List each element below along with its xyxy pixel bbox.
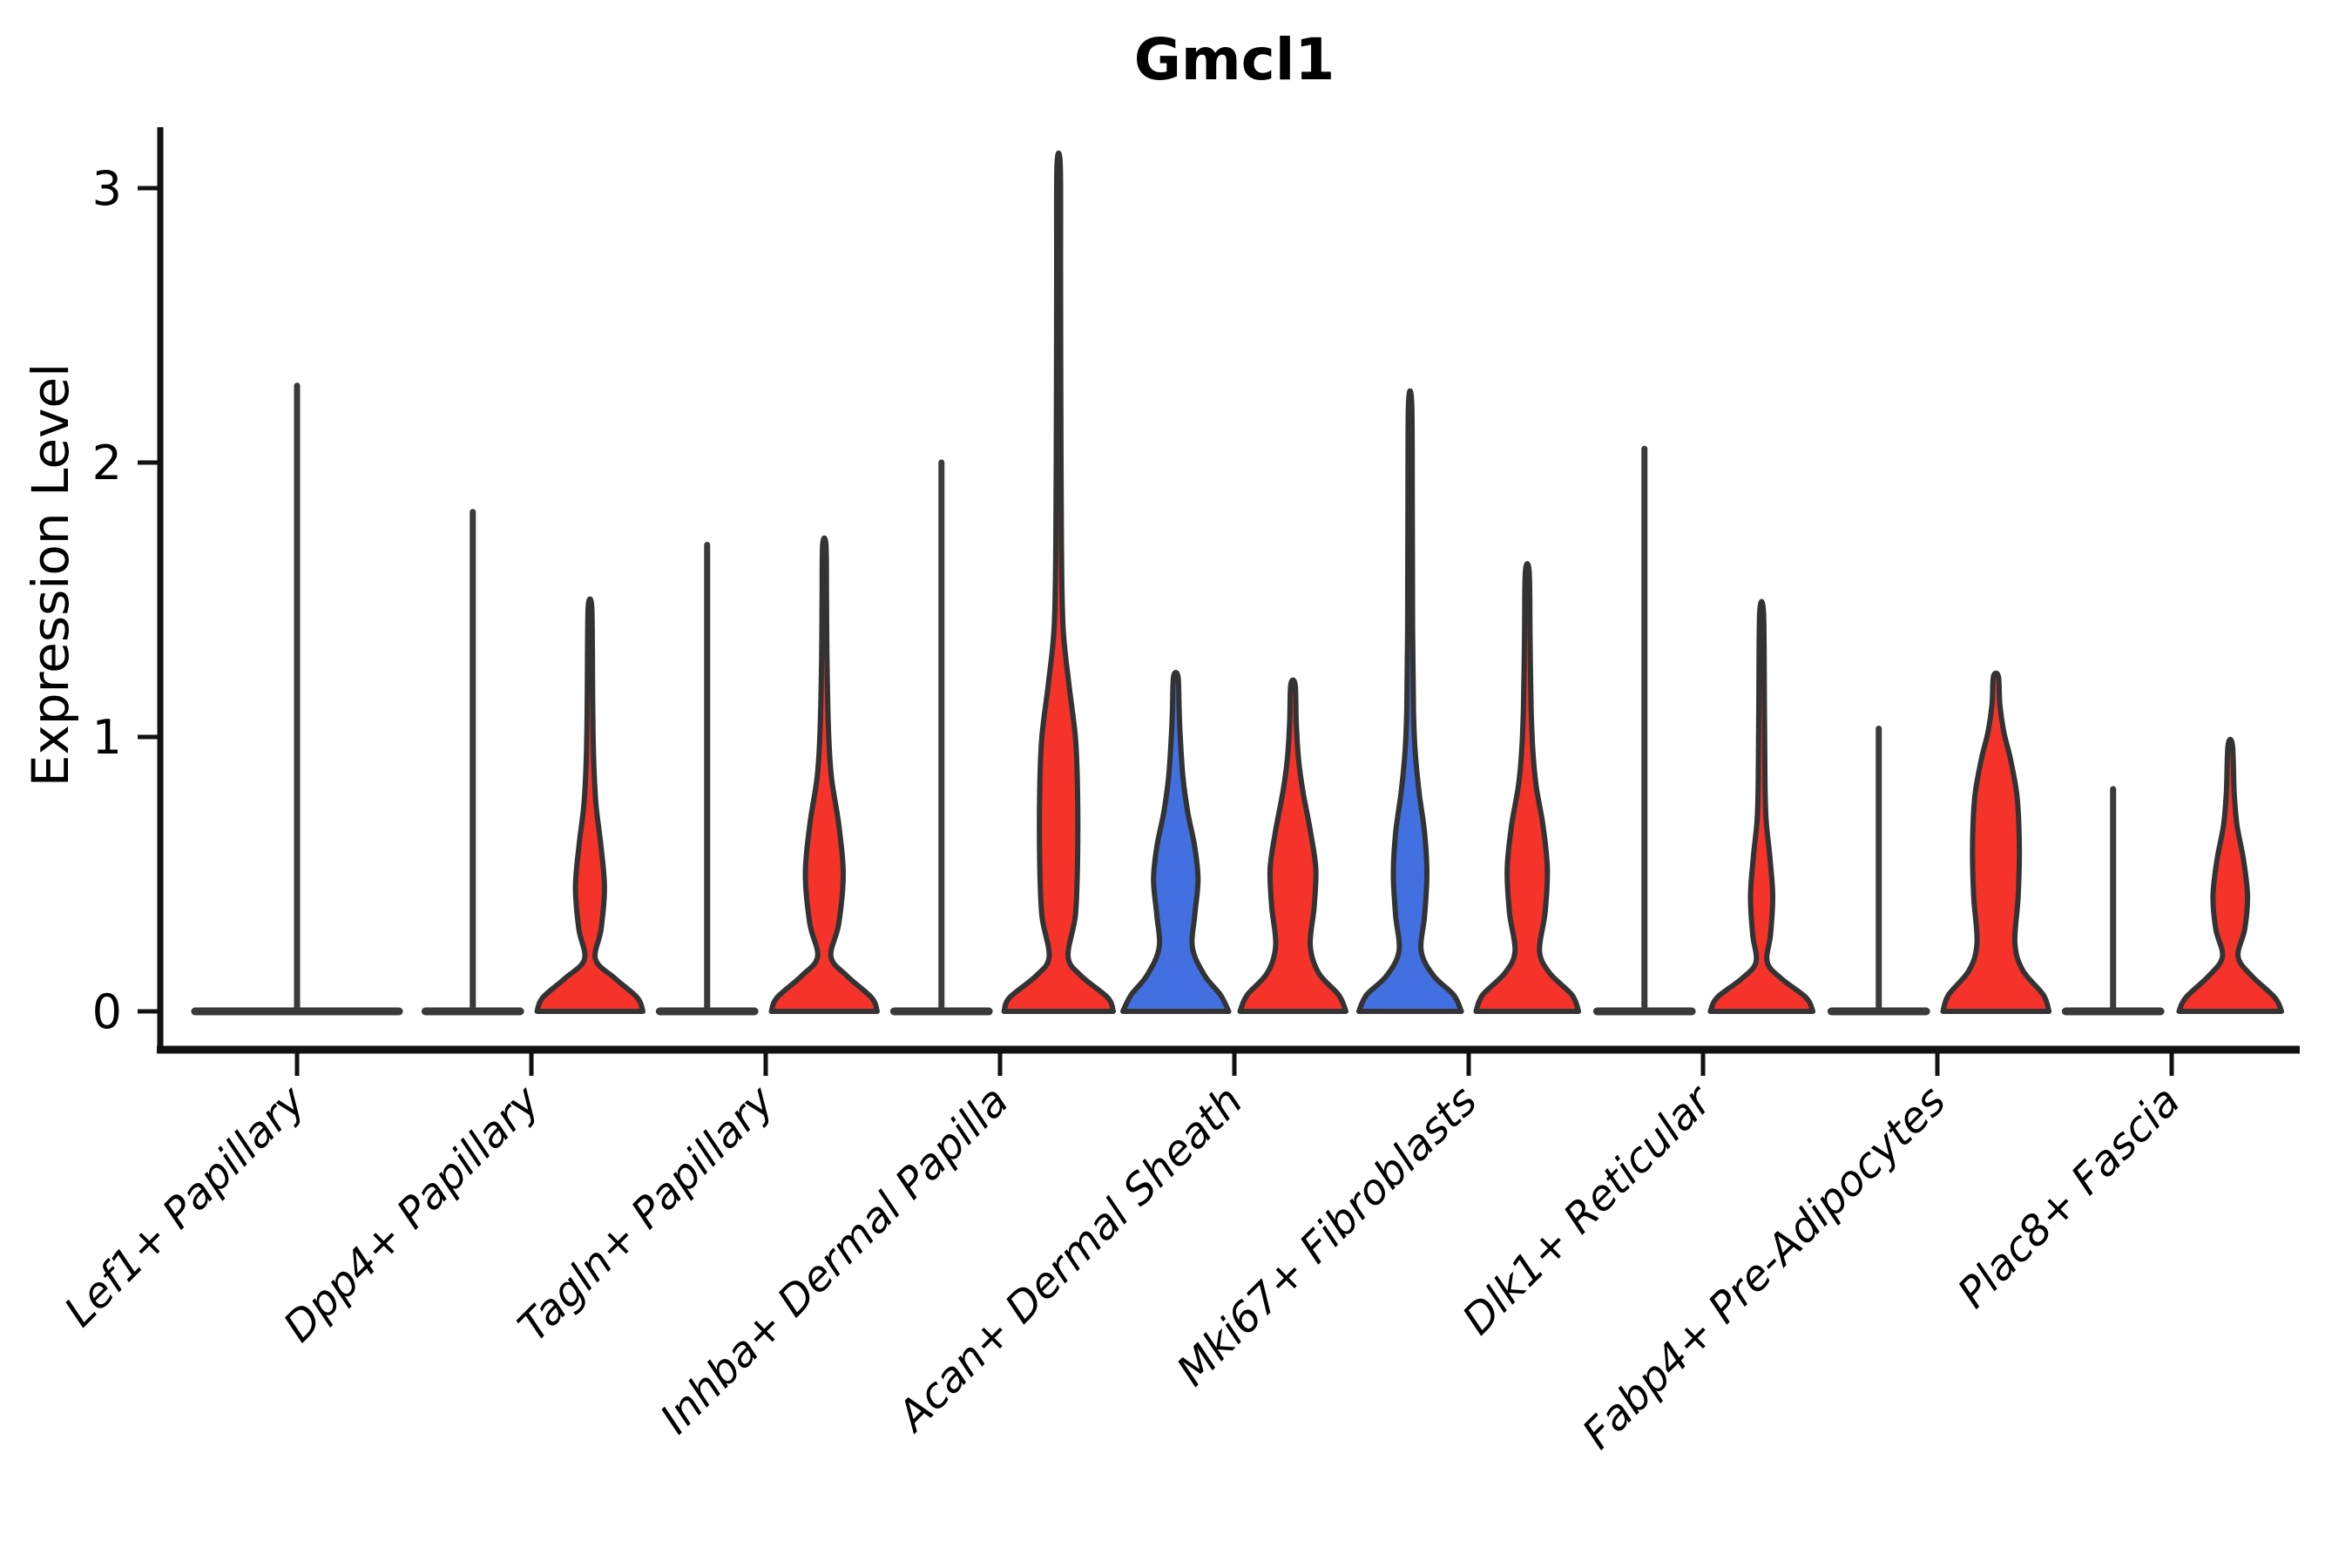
y-tick-label: 3 [92,161,122,216]
x-category-label: Dpp4+ Papillary [274,1076,550,1351]
y-tick-label: 0 [92,984,122,1039]
red-violin [1473,561,1582,1014]
y-tick-label: 2 [92,436,122,490]
red-violin [1237,677,1348,1014]
x-category-label: Tagln+ Papillary [509,1076,784,1351]
x-category-label: Plac8+ Fascia [1949,1077,2190,1318]
chart-title: Gmcl1 [1133,26,1335,93]
red-violin [1707,598,1816,1014]
blue-violin [1120,669,1232,1014]
red-violin [1940,670,2052,1014]
x-category-label: Dlk1+ Reticular [1453,1075,1723,1345]
red-violin [2176,736,2285,1014]
red-violin [534,596,645,1014]
red-violin [1001,150,1116,1014]
blue-violin [1355,388,1464,1014]
red-violin [768,535,880,1014]
y-tick-label: 1 [92,710,122,765]
x-category-label: Lef1+ Papillary [55,1076,315,1336]
